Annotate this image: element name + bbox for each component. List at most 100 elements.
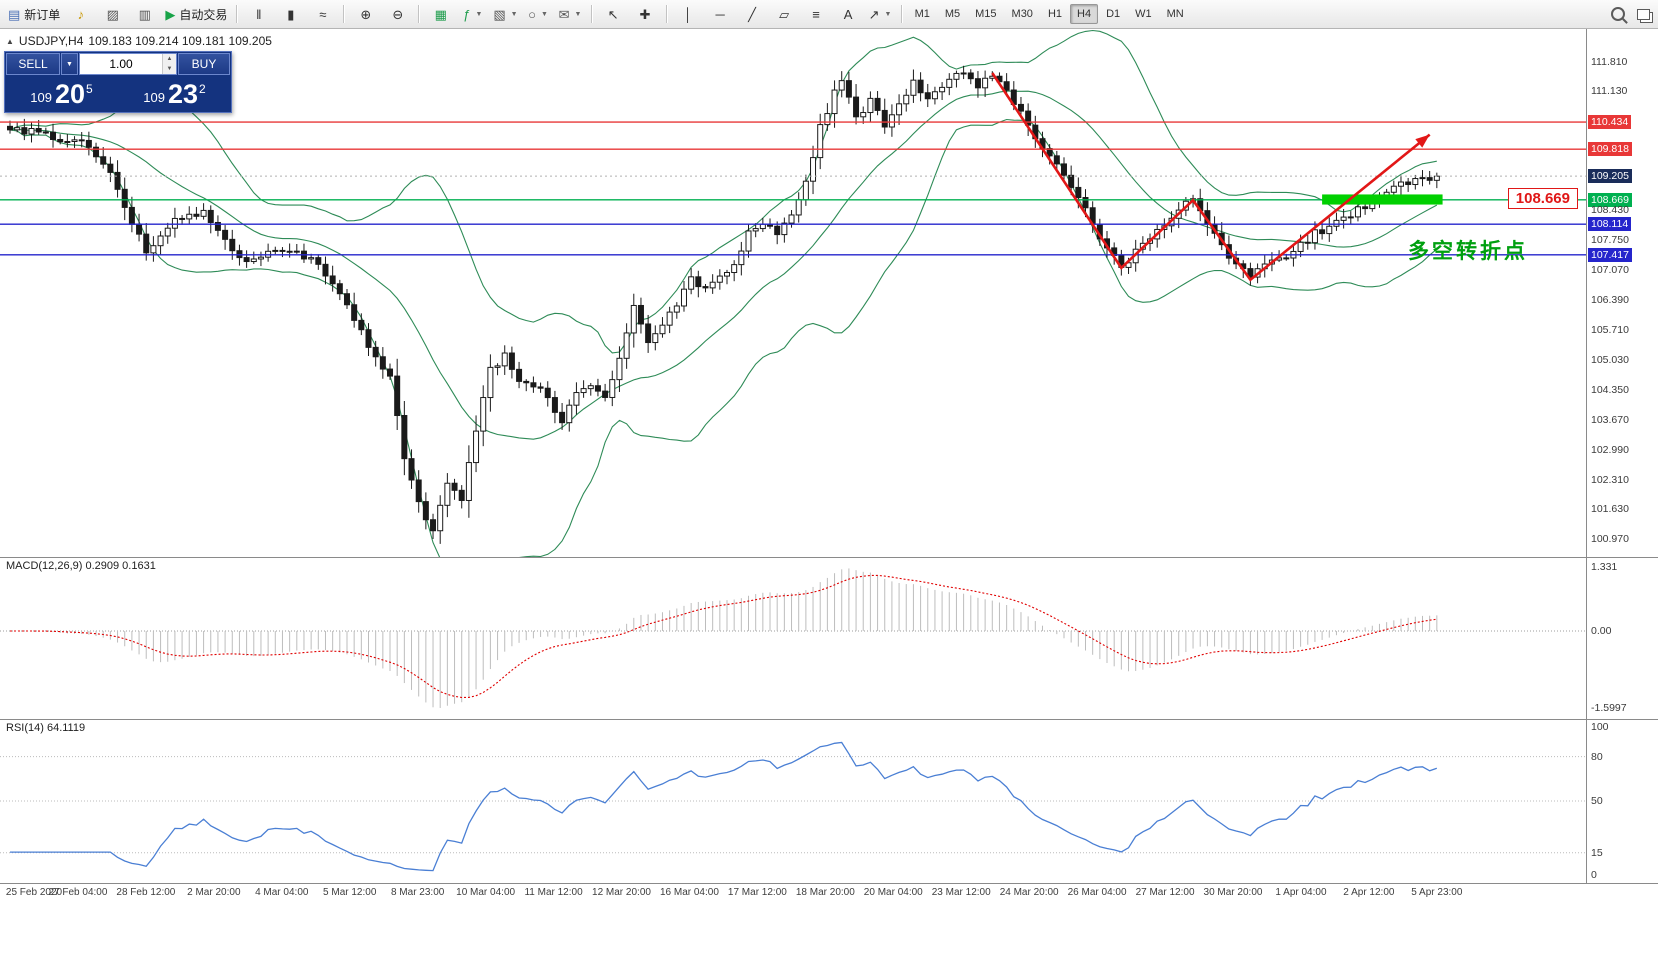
sell-price-base: 109: [30, 90, 52, 106]
collapse-panel-icon[interactable]: ▲: [6, 36, 14, 46]
new-order-button[interactable]: ▤ 新订单: [4, 2, 64, 26]
scale-label: 0.00: [1591, 625, 1612, 637]
auto-trading-button[interactable]: ▶ 自动交易: [161, 2, 231, 26]
time-axis-label: 2 Mar 20:00: [187, 887, 241, 898]
sell-price-frac: 5: [86, 82, 93, 96]
arrows-icon: ↗: [868, 6, 880, 22]
trendline-icon[interactable]: ╱: [737, 2, 768, 26]
scale-label: 110.434: [1588, 115, 1632, 130]
timeframe-h1[interactable]: H1: [1047, 8, 1062, 20]
horizontal-line-icon[interactable]: ─: [705, 2, 736, 26]
volume-input[interactable]: [80, 54, 162, 74]
windows-cascade-icon[interactable]: [1637, 8, 1650, 20]
scale-label: 1.331: [1591, 561, 1618, 574]
chevron-down-icon: ▼: [574, 10, 582, 18]
timeframe-w1[interactable]: W1: [1135, 8, 1152, 20]
crosshair-icon[interactable]: ✚: [630, 2, 661, 26]
macd-indicator-chart[interactable]: [0, 557, 1586, 719]
bar-chart-icon[interactable]: ‖: [243, 2, 274, 26]
toolbar-right-group: [1611, 0, 1650, 28]
time-axis-label: 25 Feb 2020: [5, 887, 63, 898]
timeframe-m5[interactable]: M5: [944, 8, 961, 20]
horizontal-line-icon: ─: [715, 6, 725, 22]
order-options-dropdown[interactable]: ▼: [61, 53, 78, 75]
main-toolbar: ▤ 新订单 ♪ ▨ ▥ ▶ 自动交易 ‖ ▮ ≈ ⊕ ⊖ ▦ ƒ ▼ ▧ ▼ ○ ▼ ✉ ▼ ↖ ✚ │ ─ ╱ ▱ ≡ A ↗ ▼ M1 M5…: [0, 0, 1658, 29]
time-axis-label: 16 Mar 04:00: [659, 887, 719, 898]
vertical-line-icon[interactable]: │: [673, 2, 704, 26]
scale-label: 107.417: [1588, 247, 1632, 262]
line-chart-icon[interactable]: ≈: [307, 2, 338, 26]
cursor-icon[interactable]: ↖: [598, 2, 629, 26]
alerts-icon: ✉: [558, 6, 570, 22]
candlestick-chart-icon[interactable]: ▮: [275, 2, 306, 26]
price-chart[interactable]: [0, 29, 1586, 557]
arrows-icon[interactable]: ↗ ▼: [865, 2, 896, 26]
time-axis-label: 17 Mar 12:00: [727, 887, 787, 898]
grid-icon: ▦: [434, 6, 447, 22]
chevron-down-icon: ▼: [510, 10, 518, 18]
rsi-indicator-chart[interactable]: [0, 719, 1586, 883]
timeframe-m15[interactable]: M15: [975, 8, 997, 20]
sell-button[interactable]: SELL: [6, 53, 60, 75]
scale-label: 111.130: [1591, 85, 1628, 98]
toolbar-separator: [590, 5, 593, 23]
time-axis-label: 4 Mar 04:00: [255, 887, 309, 898]
sound-alert-icon: ♪: [77, 6, 85, 22]
panel-separator[interactable]: [0, 557, 1658, 558]
scale-label: 111.810: [1591, 55, 1628, 68]
scale-label: 104.350: [1591, 383, 1629, 396]
timeframe-m30[interactable]: M30: [1011, 8, 1033, 20]
toolbar-separator: [665, 5, 668, 23]
print-icon[interactable]: ▨: [97, 2, 128, 26]
new-order-button-label: 新订单: [24, 7, 61, 22]
sell-price[interactable]: 109 20 5: [5, 76, 118, 112]
volume-up-icon[interactable]: ▲: [163, 54, 176, 64]
time-axis-label: 27 Mar 12:00: [1135, 887, 1195, 898]
data-window-icon[interactable]: ▥: [129, 2, 160, 26]
scale-label: -1.5997: [1591, 701, 1627, 714]
print-icon: ▨: [106, 6, 119, 22]
timeframe-mn[interactable]: MN: [1166, 8, 1184, 20]
search-icon[interactable]: [1611, 7, 1625, 21]
indicators-icon[interactable]: ƒ ▼: [457, 2, 488, 26]
timeframe-h4[interactable]: H4: [1070, 4, 1099, 24]
timeframe-m1[interactable]: M1: [914, 8, 930, 20]
zoom-out-icon[interactable]: ⊖: [382, 2, 413, 26]
one-click-trading-panel: SELL ▼ ▲ ▼ BUY 109 20 5 109 23 2: [4, 51, 232, 113]
scale-label: 105.710: [1591, 323, 1629, 336]
indicators-icon: ƒ: [463, 6, 471, 22]
channel-icon: ▱: [779, 6, 790, 22]
time-axis-label: 20 Mar 04:00: [863, 887, 923, 898]
period-icon[interactable]: ○ ▼: [523, 2, 554, 26]
volume-stepper: ▲ ▼: [162, 54, 176, 74]
key-level-price-tag[interactable]: 108.669: [1507, 188, 1578, 209]
sound-alert-icon[interactable]: ♪: [65, 2, 96, 26]
templates-icon[interactable]: ▧ ▼: [489, 2, 521, 26]
data-window-icon: ▥: [138, 6, 151, 22]
time-axis-label: 5 Apr 23:00: [1411, 887, 1463, 898]
scale-label: 109.818: [1588, 142, 1632, 157]
scale-label: 15: [1591, 846, 1603, 859]
alerts-icon[interactable]: ✉ ▼: [555, 2, 586, 26]
zoom-in-icon[interactable]: ⊕: [350, 2, 381, 26]
grid-icon[interactable]: ▦: [425, 2, 456, 26]
time-axis[interactable]: 25 Feb 2020 27 Feb 04:00 28 Feb 12:00 2 Mar…: [0, 883, 1658, 903]
volume-down-icon[interactable]: ▼: [163, 64, 176, 74]
text-icon[interactable]: A: [833, 2, 864, 26]
sell-price-pips: 20: [54, 79, 86, 109]
buy-price[interactable]: 109 23 2: [118, 76, 231, 112]
text-icon: A: [843, 6, 853, 22]
buy-button[interactable]: BUY: [178, 53, 230, 75]
price-scale[interactable]: 111.810 111.130 110.434 109.818 109.205 108.6…: [1586, 29, 1658, 883]
panel-separator[interactable]: [0, 719, 1658, 720]
fibonacci-icon[interactable]: ≡: [801, 2, 832, 26]
time-axis-label: 30 Mar 20:00: [1203, 887, 1263, 898]
cursor-icon: ↖: [607, 6, 619, 22]
time-axis-label: 8 Mar 23:00: [390, 887, 445, 898]
rsi-label: RSI(14) 64.1119: [6, 722, 86, 734]
timeframe-d1[interactable]: D1: [1106, 8, 1121, 20]
panel-separator: [0, 883, 1658, 884]
time-axis-label: 12 Mar 20:00: [592, 887, 651, 898]
scale-label: 100.970: [1591, 532, 1629, 545]
channel-icon[interactable]: ▱: [769, 2, 800, 26]
